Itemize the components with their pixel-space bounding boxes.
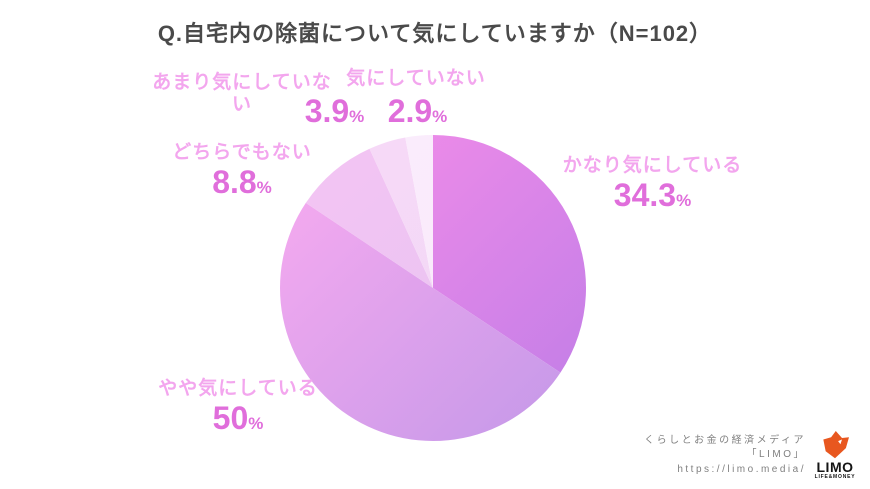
- percent-unit: %: [248, 413, 264, 433]
- pie-slice-0: [433, 135, 586, 373]
- limo-logo: LIMO LIFE&MONEY: [810, 431, 860, 481]
- limo-logo-tagline: LIFE&MONEY: [814, 474, 856, 480]
- footer-credit: くらしとお金の経済メディア 「LIMO」 https://limo.media/: [644, 434, 806, 478]
- pie-slice-1: [279, 202, 561, 442]
- slice-percent-value: 2.9%: [387, 93, 448, 129]
- slice-percent-group-amari: 3.9%: [272, 93, 397, 129]
- slice-percent-value: 34.3%: [613, 176, 692, 213]
- slice-percent-group-ki: 2.9%: [355, 93, 480, 129]
- slice-label-group-ki: 気にしていない: [345, 68, 487, 90]
- limo-logo-word: LIMO: [816, 459, 854, 475]
- percent-unit: %: [256, 177, 272, 197]
- slice-category-label: かなり気にしている: [562, 155, 743, 176]
- slice-percent-value: 8.8%: [212, 163, 272, 200]
- slice-category-label: あまり気にしていない: [152, 72, 332, 115]
- chart-title: Q.自宅内の除菌について気にしていますか（N=102）: [157, 21, 713, 46]
- slice-label-group-kanari: かなり気にしている 34.3%: [545, 155, 760, 212]
- slice-label-group-amari: あまり気にしていない: [146, 72, 338, 116]
- slice-category-label: 気にしていない: [346, 68, 486, 89]
- slice-label-group-yaya: やや気にしている 50%: [138, 378, 338, 435]
- footer-line-2: 「LIMO」: [746, 449, 806, 460]
- slice-category-label: やや気にしている: [158, 378, 318, 399]
- percent-unit: %: [432, 107, 448, 126]
- limo-fox-icon: [823, 431, 849, 459]
- percent-unit: %: [676, 190, 692, 210]
- footer-line-1: くらしとお金の経済メディア: [644, 434, 806, 446]
- slice-percent-value: 50%: [212, 399, 264, 436]
- pie-chart: [279, 135, 586, 442]
- slice-percent-value: 3.9%: [304, 93, 365, 129]
- pie-slice-4: [405, 135, 433, 288]
- percent-unit: %: [349, 107, 365, 126]
- slice-label-group-dochira: どちらでもない 8.8%: [152, 142, 332, 199]
- slice-category-label: どちらでもない: [172, 142, 312, 163]
- footer-line-3: https://limo.media/: [677, 463, 806, 475]
- pie-slice-3: [369, 137, 433, 288]
- pie-slice-2: [305, 148, 433, 288]
